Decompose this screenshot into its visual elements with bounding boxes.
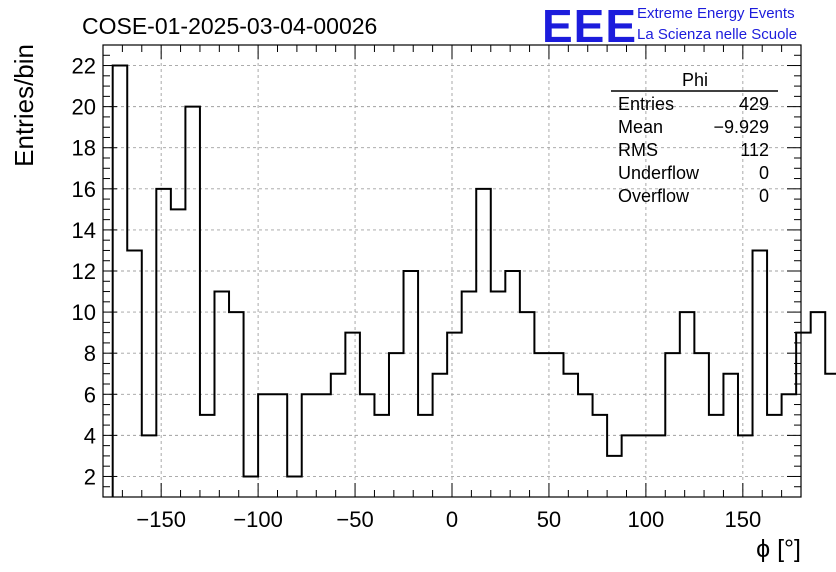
y-tick-label: 16 xyxy=(72,177,96,202)
histogram-bin xyxy=(811,312,826,497)
histogram-bin xyxy=(389,353,404,497)
histogram-bin xyxy=(709,415,724,497)
histogram-bin xyxy=(694,353,709,497)
y-axis-label: Entries/bin xyxy=(9,44,39,167)
stats-value-overflow: 0 xyxy=(759,186,769,206)
x-tick-label: 150 xyxy=(724,507,761,532)
histogram-bin xyxy=(142,435,157,497)
histogram-bin xyxy=(273,394,288,497)
histogram-bin xyxy=(229,312,244,497)
x-tick-label: −50 xyxy=(336,507,373,532)
histogram-bin xyxy=(156,189,171,497)
histogram-bin xyxy=(185,107,200,497)
histogram-bin xyxy=(302,394,317,497)
histogram-bin xyxy=(214,292,229,497)
histogram-bin xyxy=(549,353,564,497)
x-tick-label: −150 xyxy=(136,507,186,532)
histogram-bin xyxy=(651,435,666,497)
x-tick-label: −100 xyxy=(233,507,283,532)
histogram-bin xyxy=(753,250,768,497)
histogram-bin xyxy=(782,394,797,497)
histogram-bin xyxy=(360,394,375,497)
histogram-bin xyxy=(578,394,593,497)
histogram-bin xyxy=(476,189,491,497)
histogram-bin xyxy=(665,353,680,497)
histogram-bin xyxy=(767,415,782,497)
histogram-bin xyxy=(433,374,448,497)
histogram-bin xyxy=(491,292,506,497)
histogram-bin xyxy=(462,292,477,497)
stats-value-mean: −9.929 xyxy=(713,117,769,137)
run-title: COSE-01-2025-03-04-00026 xyxy=(82,13,377,39)
y-tick-label: 4 xyxy=(84,423,96,448)
y-tick-label: 20 xyxy=(72,95,96,120)
histogram-bin xyxy=(593,415,608,497)
histogram-bin xyxy=(563,374,578,497)
histogram-series xyxy=(111,64,836,497)
histogram-bin xyxy=(331,374,346,497)
histogram-outline xyxy=(111,64,836,497)
y-tick-label: 14 xyxy=(72,218,96,243)
y-tick-label: 12 xyxy=(72,259,96,284)
histogram-bin xyxy=(287,476,302,497)
logo-tagline-2: La Scienza nelle Scuole xyxy=(637,26,797,43)
stats-label-overflow: Overflow xyxy=(618,186,690,206)
x-tick-label: 50 xyxy=(537,507,561,532)
histogram-bin xyxy=(520,312,535,497)
stats-label-underflow: Underflow xyxy=(618,163,700,183)
histogram-bin xyxy=(825,374,836,497)
histogram-bin xyxy=(258,394,273,497)
histogram-bin xyxy=(200,415,215,497)
histogram-bin xyxy=(244,476,259,497)
histogram-bin xyxy=(127,250,142,497)
y-tick-label: 18 xyxy=(72,136,96,161)
y-tick-label: 10 xyxy=(72,300,96,325)
stats-value-entries: 429 xyxy=(739,94,769,114)
stats-label-entries: Entries xyxy=(618,94,674,114)
y-tick-label: 2 xyxy=(84,464,96,489)
stats-box: Phi Entries 429 Mean −9.929 RMS 112 Unde… xyxy=(611,70,778,206)
histogram-bin xyxy=(418,415,433,497)
histogram-bin xyxy=(316,394,331,497)
stats-value-underflow: 0 xyxy=(759,163,769,183)
grid xyxy=(103,45,801,497)
histogram-bin xyxy=(404,271,419,497)
histogram-bin xyxy=(622,435,637,497)
histogram-bin xyxy=(345,333,360,497)
eee-logo: EEE xyxy=(542,0,637,52)
y-tick-label: 22 xyxy=(72,54,96,79)
histogram-bin xyxy=(738,435,753,497)
histogram-bin xyxy=(607,456,622,497)
x-tick-label: 0 xyxy=(446,507,458,532)
y-tick-label: 8 xyxy=(84,341,96,366)
x-tick-label: 100 xyxy=(628,507,665,532)
stats-label-mean: Mean xyxy=(618,117,663,137)
stats-title: Phi xyxy=(682,70,708,90)
tick-labels: −150 −100 −50 0 50 100 150 2 4 6 8 10 12 14 16 18 20 22 xyxy=(72,54,762,532)
histogram-bin xyxy=(374,415,389,497)
x-axis-label: ϕ [°] xyxy=(756,535,801,563)
axis-ticks xyxy=(102,44,802,498)
histogram-bin xyxy=(680,312,695,497)
histogram-bin xyxy=(534,353,549,497)
logo-tagline-1: Extreme Energy Events xyxy=(637,5,795,22)
histogram-bin xyxy=(447,333,462,497)
y-tick-label: 6 xyxy=(84,382,96,407)
histogram-bin xyxy=(171,209,186,497)
histogram-bin xyxy=(505,271,520,497)
stats-value-rms: 112 xyxy=(740,140,769,160)
histogram-bin xyxy=(723,374,738,497)
stats-label-rms: RMS xyxy=(618,140,658,160)
histogram-bin xyxy=(636,435,651,497)
histogram-bin xyxy=(113,66,128,497)
